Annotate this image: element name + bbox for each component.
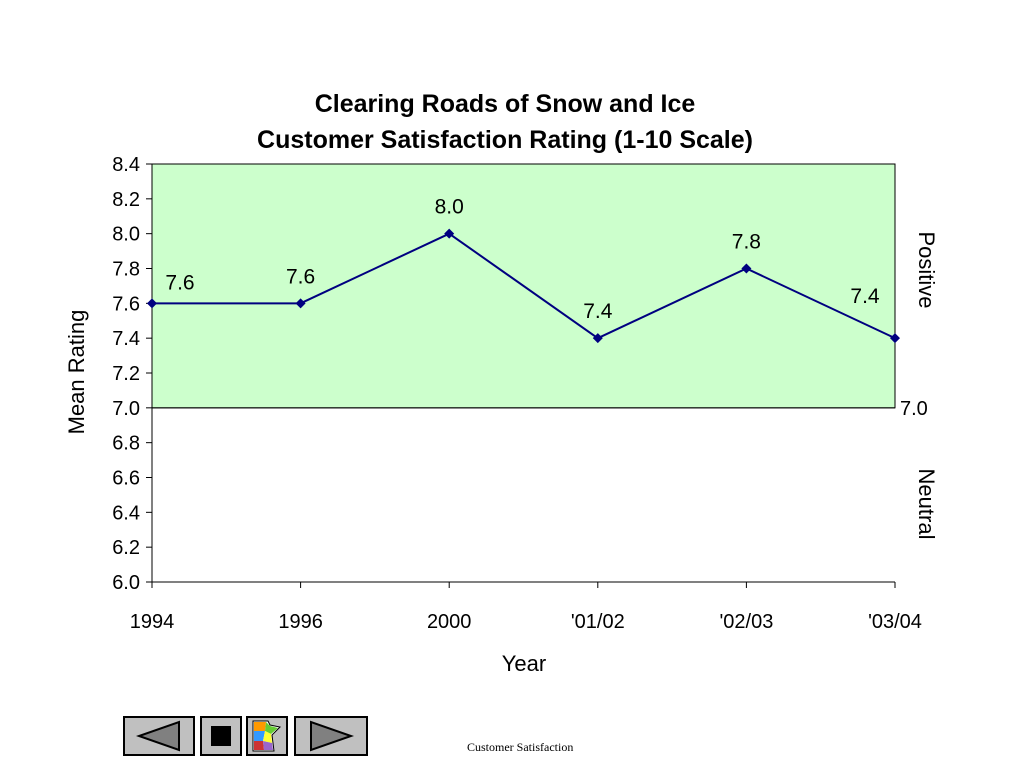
data-point xyxy=(890,333,900,344)
left-triangle-icon xyxy=(135,720,180,752)
next-button[interactable] xyxy=(294,716,368,756)
band-label-positive: Positive xyxy=(914,231,939,308)
y-tick-label: 6.0 xyxy=(112,572,140,594)
x-axis-title: Year xyxy=(502,651,546,676)
chart-title-line-1: Clearing Roads of Snow and Ice xyxy=(315,90,696,118)
data-point xyxy=(592,333,603,344)
data-label: 7.6 xyxy=(165,271,194,294)
stop-square-icon xyxy=(211,726,231,746)
data-point xyxy=(741,263,752,274)
y-axis-title: Mean Rating xyxy=(64,310,89,435)
minnesota-map-icon xyxy=(252,720,282,752)
y-tick-label: 7.8 xyxy=(112,259,140,281)
map-button[interactable] xyxy=(246,716,288,756)
chart-title-line-2: Customer Satisfaction Rating (1-10 Scale… xyxy=(257,126,753,154)
x-tick-label: '02/03 xyxy=(719,611,773,633)
y-tick-label: 6.8 xyxy=(112,433,140,455)
x-tick-label: 1994 xyxy=(130,611,175,633)
previous-button[interactable] xyxy=(123,716,195,756)
y-tick-label: 7.4 xyxy=(112,328,140,350)
data-labels: 7.6 7.6 8.0 7.4 7.8 7.4 xyxy=(165,196,880,323)
right-triangle-icon xyxy=(310,720,355,752)
data-label: 8.0 xyxy=(435,196,464,219)
data-label: 7.4 xyxy=(850,285,880,308)
stop-button[interactable] xyxy=(200,716,242,756)
y-tick-label: 6.6 xyxy=(112,468,140,490)
x-tick-label: '03/04 xyxy=(868,611,922,633)
y-tick-label: 8.0 xyxy=(112,224,140,246)
x-tick-label: '01/02 xyxy=(571,611,625,633)
y-tick-label: 7.6 xyxy=(112,293,140,315)
footer-label: Customer Satisfaction xyxy=(467,740,574,754)
data-point xyxy=(147,298,157,309)
threshold-label: 7.0 xyxy=(900,398,928,420)
y-tick-label: 7.2 xyxy=(112,363,140,385)
y-tick-label: 8.2 xyxy=(112,189,140,211)
y-tick-label: 6.4 xyxy=(112,502,140,524)
x-tick-label: 2000 xyxy=(427,611,472,633)
x-tick-label: 1996 xyxy=(278,611,323,633)
y-tick-label: 8.4 xyxy=(112,154,140,176)
data-label: 7.8 xyxy=(732,231,761,254)
band-label-neutral: Neutral xyxy=(914,469,939,540)
series-line xyxy=(152,232,896,340)
data-label: 7.6 xyxy=(286,265,315,288)
y-axis: 8.4 8.2 8.0 7.8 7.6 7.4 7.2 7.0 6.8 6.6 6.4 6.2 6.0 xyxy=(112,154,153,594)
data-point xyxy=(295,298,306,309)
x-axis: 1994 1996 2000 '01/02 '02/03 '03/04 xyxy=(130,581,922,633)
data-point xyxy=(444,228,455,239)
data-label: 7.4 xyxy=(583,300,613,323)
y-tick-label: 7.0 xyxy=(112,398,140,420)
y-tick-label: 6.2 xyxy=(112,537,140,559)
series-markers xyxy=(147,228,900,344)
